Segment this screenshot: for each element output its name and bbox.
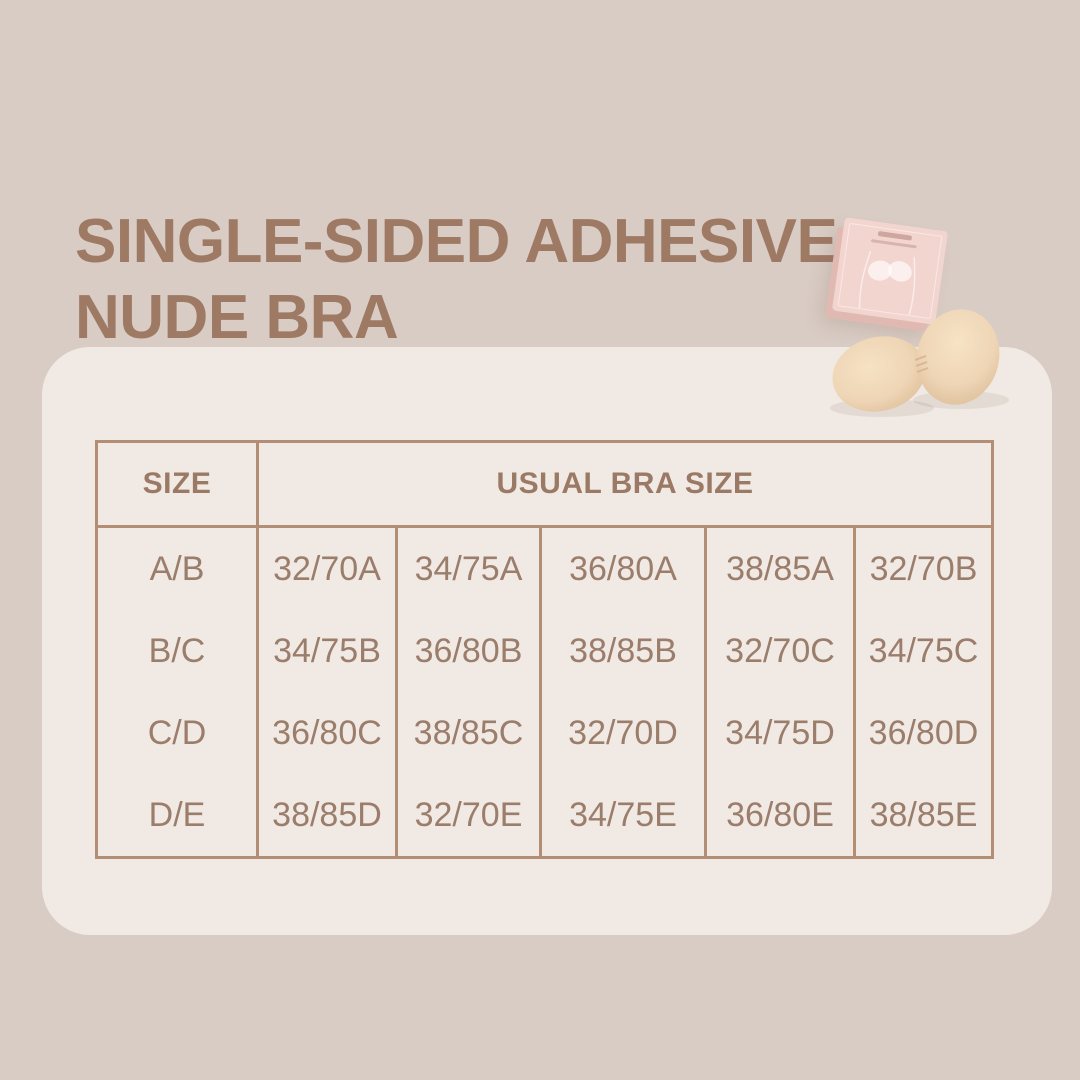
bra-size-cell: 34/75B (256, 610, 397, 692)
bra-size-cell: 34/75D (704, 692, 855, 774)
bra-size-cell: 38/85C (395, 692, 541, 774)
product-photo (800, 200, 1060, 430)
size-row-label: D/E (148, 795, 206, 834)
page-title-line1: SINGLE-SIDED ADHESIVE (75, 206, 838, 276)
bra-size-cell: 32/70E (395, 774, 541, 858)
page-title-line2: NUDE BRA (75, 282, 399, 352)
product-box (831, 217, 949, 325)
bra-size-cell: 34/75A (395, 526, 541, 610)
size-column-header: SIZE (96, 441, 258, 528)
size-chart-table: SIZE USUAL BRA SIZE A/B 32/70A 34/75A 36… (95, 440, 994, 859)
size-row-label: B/C (148, 631, 206, 670)
table-header-row: SIZE USUAL BRA SIZE (96, 441, 993, 528)
bra-size-cell: 32/70D (539, 692, 706, 774)
table-row: D/E 38/85D 32/70E 34/75E 36/80E 38/85E (97, 774, 993, 858)
bra-size-cell: 36/80A (539, 526, 706, 610)
table-row: C/D 36/80C 38/85C 32/70D 34/75D 36/80D (97, 692, 993, 774)
bra-size-cell: 36/80C (256, 692, 397, 774)
bra-size-cell: 32/70B (853, 526, 993, 610)
bra-size-cell: 36/80B (395, 610, 541, 692)
bra-size-cell: 32/70A (256, 526, 397, 610)
adhesive-bra-image (830, 309, 1009, 417)
bra-size-cell: 38/85D (256, 774, 397, 858)
bra-size-cell: 38/85B (539, 610, 706, 692)
bra-size-cell: 36/80D (853, 692, 993, 774)
bra-size-cell: 32/70C (704, 610, 855, 692)
bra-size-cell: 34/75C (853, 610, 993, 692)
size-row-label: C/D (147, 713, 207, 752)
table-row: B/C 34/75B 36/80B 38/85B 32/70C 34/75C (97, 610, 993, 692)
page-title: SINGLE-SIDED ADHESIVE NUDE BRA (75, 204, 838, 356)
bra-size-cell: 36/80E (704, 774, 855, 858)
table-row: A/B 32/70A 34/75A 36/80A 38/85A 32/70B (97, 526, 993, 610)
size-row-label: A/B (149, 549, 205, 588)
usual-bra-size-header: USUAL BRA SIZE (256, 441, 993, 528)
box-bra-illustration (858, 250, 916, 316)
bra-size-cell: 34/75E (539, 774, 706, 858)
bottom-margin (0, 935, 1080, 1080)
bra-size-cell: 38/85A (704, 526, 855, 610)
bra-size-cell: 38/85E (853, 774, 993, 858)
